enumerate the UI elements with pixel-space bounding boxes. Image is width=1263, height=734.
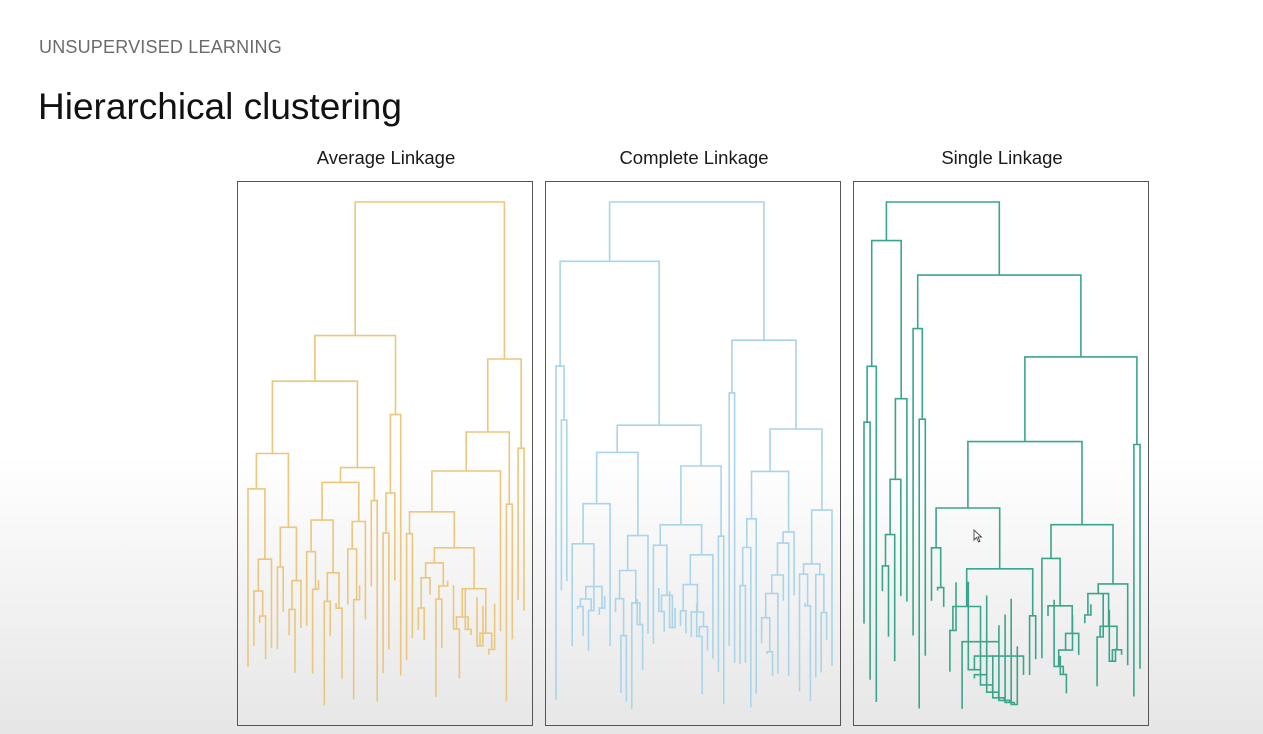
dendrogram-branches xyxy=(555,201,833,709)
section-label: UNSUPERVISED LEARNING xyxy=(39,37,282,57)
panel-title-average: Average Linkage xyxy=(316,147,456,168)
dendrogram-single xyxy=(863,201,1141,709)
dendrogram-complete xyxy=(555,201,833,709)
dendrogram-panel-complete xyxy=(545,181,841,726)
dendrogram-panel-single xyxy=(853,181,1149,726)
mouse-cursor-icon xyxy=(973,528,983,548)
dendrogram-average xyxy=(247,201,525,706)
panel-title-single: Single Linkage xyxy=(941,147,1063,168)
panel-title-complete: Complete Linkage xyxy=(619,147,769,168)
dendrogram-branches xyxy=(247,201,525,706)
slide-title: Hierarchical clustering xyxy=(38,86,402,127)
dendrogram-branches xyxy=(863,201,1141,709)
dendrogram-panel-average xyxy=(237,181,533,726)
